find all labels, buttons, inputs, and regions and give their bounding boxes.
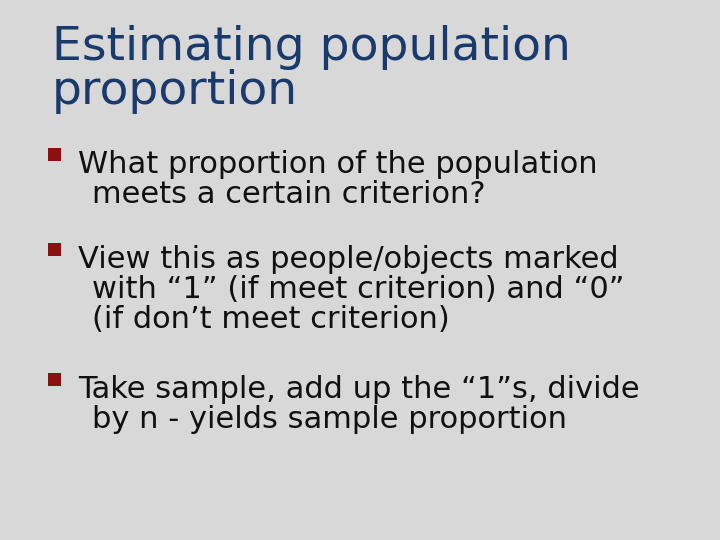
Bar: [48, 147, 61, 160]
Bar: [48, 373, 61, 386]
Text: (if don’t meet criterion): (if don’t meet criterion): [92, 305, 450, 334]
Text: What proportion of the population: What proportion of the population: [78, 150, 598, 179]
Text: meets a certain criterion?: meets a certain criterion?: [92, 180, 485, 209]
Bar: [48, 242, 61, 255]
Text: by n - yields sample proportion: by n - yields sample proportion: [92, 405, 567, 434]
Text: Estimating population: Estimating population: [52, 25, 571, 70]
Text: View this as people/objects marked: View this as people/objects marked: [78, 245, 618, 274]
Text: with “1” (if meet criterion) and “0”: with “1” (if meet criterion) and “0”: [92, 275, 624, 304]
Text: proportion: proportion: [52, 69, 298, 114]
Text: Take sample, add up the “1”s, divide: Take sample, add up the “1”s, divide: [78, 375, 639, 404]
